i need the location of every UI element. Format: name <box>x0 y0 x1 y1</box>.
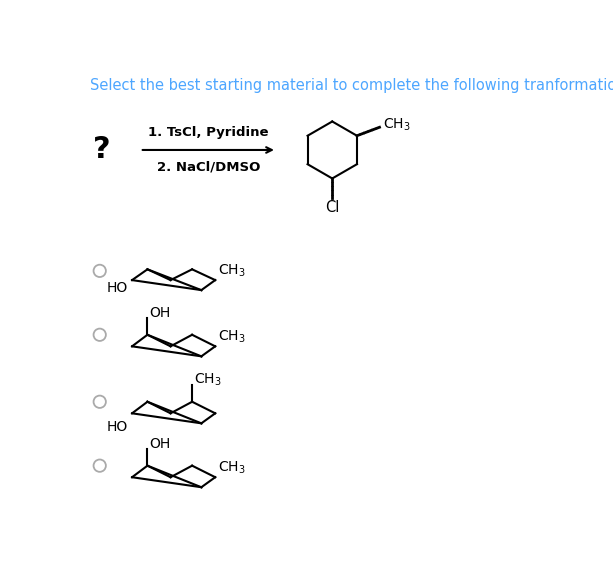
Text: CH$_3$: CH$_3$ <box>194 372 222 388</box>
Text: CH$_3$: CH$_3$ <box>218 263 245 279</box>
Text: CH$_3$: CH$_3$ <box>383 117 411 133</box>
Text: HO: HO <box>107 281 128 295</box>
Text: CH$_3$: CH$_3$ <box>218 460 245 476</box>
Text: CH$_3$: CH$_3$ <box>218 329 245 345</box>
Text: OH: OH <box>149 306 170 320</box>
Text: OH: OH <box>149 437 170 451</box>
Text: Select the best starting material to complete the following tranformation:: Select the best starting material to com… <box>89 78 613 93</box>
Text: 1. TsCl, Pyridine: 1. TsCl, Pyridine <box>148 126 268 139</box>
Text: Cl: Cl <box>325 200 340 215</box>
Text: 2. NaCl/DMSO: 2. NaCl/DMSO <box>156 161 260 174</box>
Text: HO: HO <box>107 420 128 434</box>
Text: ?: ? <box>93 135 110 165</box>
